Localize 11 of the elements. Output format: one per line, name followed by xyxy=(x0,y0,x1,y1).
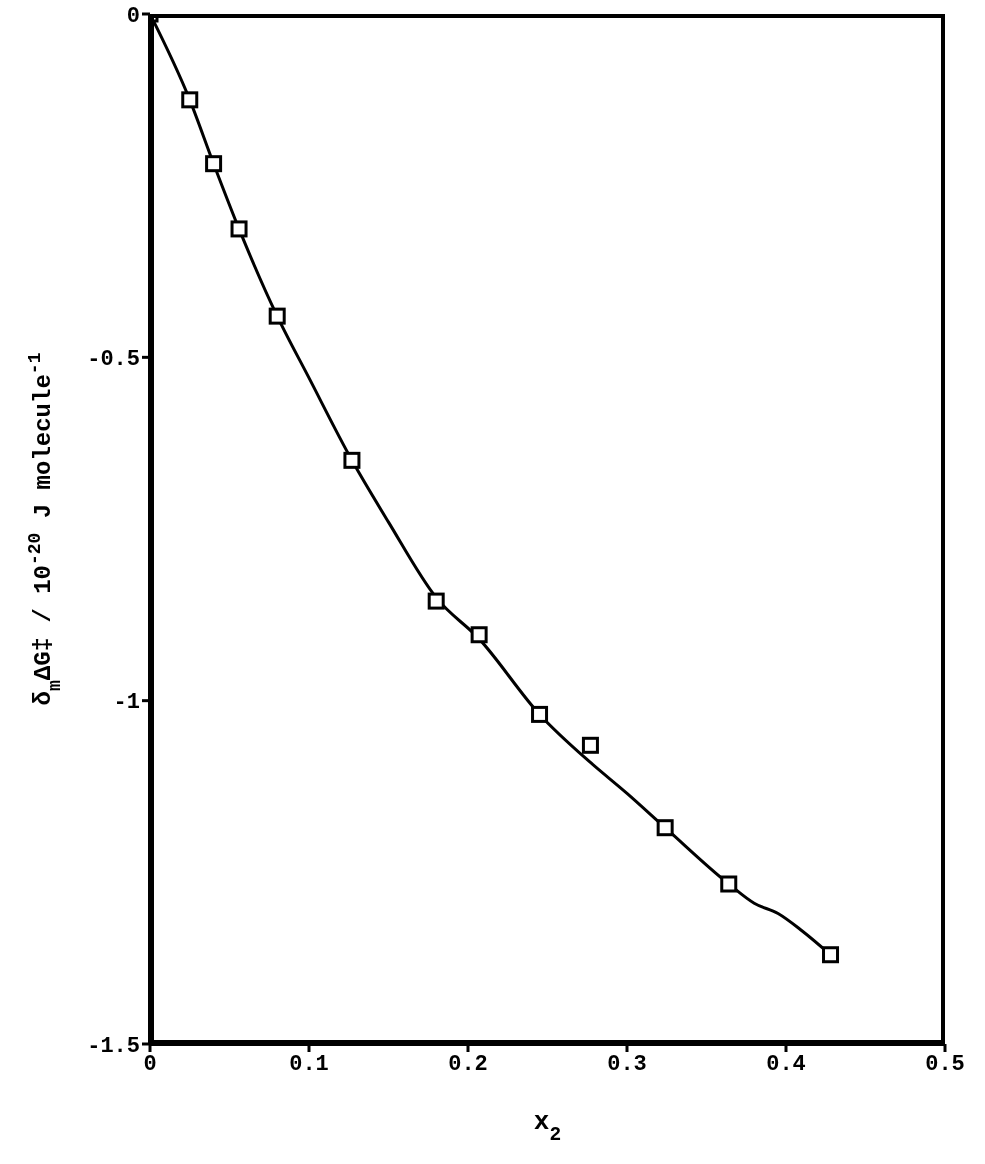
x-axis-title: x$_{2}$ xyxy=(533,1107,562,1146)
x-tick-label: 0.3 xyxy=(607,1051,647,1077)
x-tick-label: 0.5 xyxy=(925,1051,965,1077)
x-tick-label: 0.4 xyxy=(766,1051,806,1077)
x-tick-label: 0 xyxy=(143,1051,157,1077)
x-tick-label: 0.2 xyxy=(448,1051,488,1077)
x-tick-label: 0.1 xyxy=(289,1051,329,1077)
y-tick-label: -1.5 xyxy=(87,1033,140,1059)
y-tick-label: 0 xyxy=(126,3,140,29)
y-tick-label: -0.5 xyxy=(87,347,140,373)
y-tick-label: -1 xyxy=(113,690,140,716)
